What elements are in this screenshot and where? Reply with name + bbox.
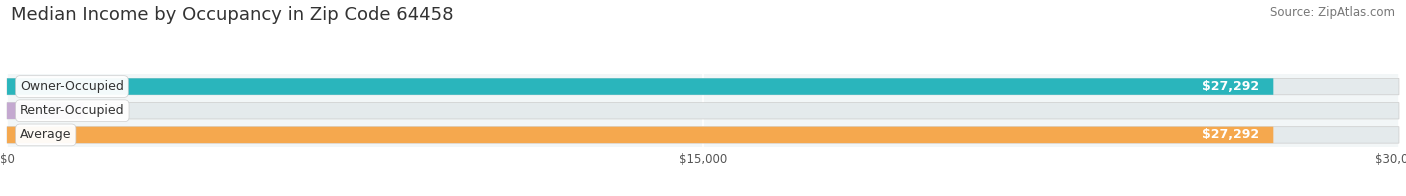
Text: Source: ZipAtlas.com: Source: ZipAtlas.com: [1270, 6, 1395, 19]
FancyBboxPatch shape: [7, 78, 1399, 95]
FancyBboxPatch shape: [7, 127, 1399, 143]
FancyBboxPatch shape: [7, 103, 1399, 119]
Text: $0: $0: [107, 104, 122, 117]
Text: Median Income by Occupancy in Zip Code 64458: Median Income by Occupancy in Zip Code 6…: [11, 6, 454, 24]
Text: Average: Average: [20, 128, 72, 141]
Text: Renter-Occupied: Renter-Occupied: [20, 104, 125, 117]
FancyBboxPatch shape: [7, 78, 1274, 95]
FancyBboxPatch shape: [7, 103, 83, 119]
FancyBboxPatch shape: [7, 127, 1274, 143]
Text: $27,292: $27,292: [1202, 128, 1260, 141]
Text: $27,292: $27,292: [1202, 80, 1260, 93]
Text: Owner-Occupied: Owner-Occupied: [20, 80, 124, 93]
